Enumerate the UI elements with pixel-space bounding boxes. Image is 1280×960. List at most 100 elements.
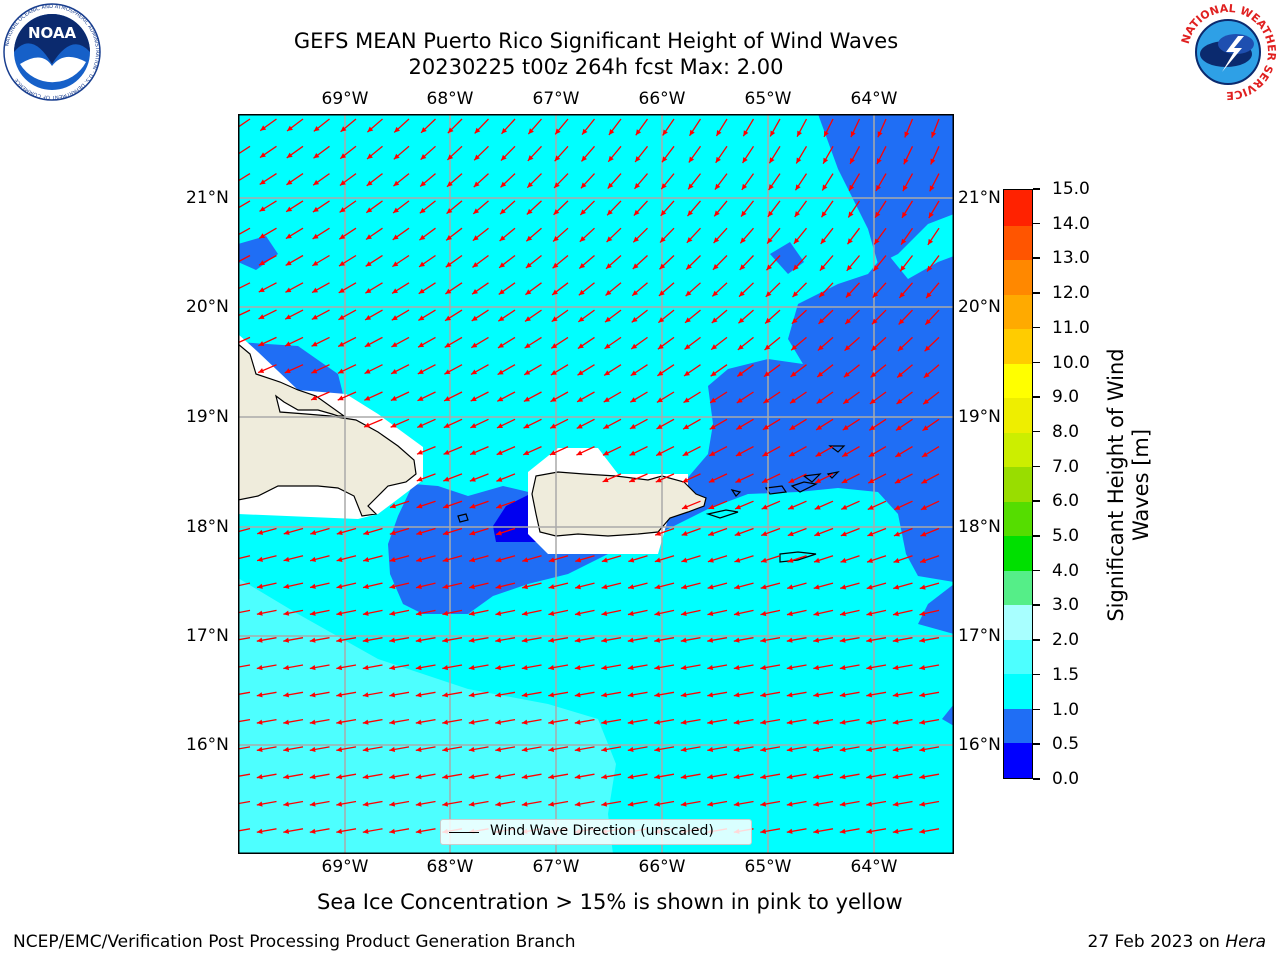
- wind-arrow-head: [656, 397, 663, 403]
- wind-arrow-head: [874, 238, 880, 245]
- wind-arrow-head: [392, 288, 399, 294]
- wind-arrow: [238, 227, 251, 236]
- wind-arrow-head: [472, 235, 479, 241]
- wind-arrow-head: [474, 154, 480, 161]
- wind-arrow-head: [848, 211, 854, 218]
- wind-arrow-head: [841, 478, 848, 483]
- wind-arrow-head: [627, 664, 634, 671]
- wind-arrow-head: [656, 450, 663, 456]
- wind-arrow-head: [336, 801, 343, 807]
- wind-arrow-head: [550, 396, 557, 402]
- wind-arrow-head: [761, 477, 768, 483]
- wind-arrow-head: [577, 370, 584, 376]
- wind-arrow-head: [660, 210, 667, 216]
- wind-arrow-head: [581, 155, 587, 162]
- wind-arrow-head: [497, 396, 504, 402]
- colorbar-segment: [1004, 397, 1032, 433]
- wind-arrow-head: [924, 345, 931, 352]
- wind-arrow-head: [284, 341, 291, 347]
- wind-arrow-head: [786, 719, 793, 725]
- wind-arrow-head: [601, 637, 608, 643]
- wind-arrow-head: [760, 774, 767, 780]
- wind-arrow-head: [815, 478, 822, 483]
- wind-arrow-head: [736, 397, 743, 403]
- wind-arrow: [238, 746, 251, 750]
- wind-arrow-head: [628, 557, 635, 563]
- wind-arrow-head: [658, 290, 665, 296]
- wind-arrow-head: [442, 719, 449, 725]
- lat-label-right: 17°N: [958, 626, 1001, 646]
- wind-arrow-head: [338, 287, 345, 293]
- wind-arrow-head: [763, 371, 770, 377]
- wind-arrow-head: [336, 637, 343, 643]
- wind-arrow-head: [468, 719, 475, 725]
- wind-arrow-head: [920, 531, 927, 537]
- wind-arrow-head: [765, 317, 771, 324]
- wind-arrow-head: [867, 504, 874, 510]
- wind-arrow-head: [258, 314, 265, 319]
- wind-arrow-head: [707, 584, 714, 590]
- wind-arrow-head: [870, 371, 877, 378]
- wind-arrow-head: [445, 288, 452, 294]
- wind-arrow: [238, 582, 251, 587]
- wind-arrow-head: [362, 610, 369, 616]
- wind-arrow-head: [551, 343, 558, 349]
- wind-arrow-head: [577, 343, 584, 349]
- wind-arrow-head: [892, 719, 899, 725]
- wind-arrow-head: [868, 451, 875, 457]
- wind-arrow-head: [580, 209, 587, 216]
- wind-arrow-head: [550, 423, 557, 429]
- wind-arrow-head: [337, 395, 344, 401]
- wind-arrow-head: [389, 664, 396, 671]
- wind-arrow-head: [555, 128, 561, 135]
- lon-label-bottom: 69°W: [321, 857, 369, 877]
- wind-arrow-head: [842, 425, 849, 431]
- wind-arrow-head: [903, 158, 909, 165]
- colorbar-tick: [1033, 604, 1040, 606]
- wind-arrow-head: [336, 583, 343, 589]
- wind-arrow-head: [871, 318, 878, 325]
- wind-arrow-head: [923, 398, 930, 405]
- wind-arrow-head: [495, 719, 502, 725]
- wind-arrow-head: [442, 801, 449, 807]
- wind-arrow-head: [257, 556, 263, 562]
- wind-arrow-head: [364, 341, 371, 347]
- wind-arrow-head: [339, 207, 346, 213]
- wind-arrow-head: [711, 317, 718, 324]
- wind-arrow-head: [897, 372, 903, 378]
- wind-arrow-head: [786, 774, 793, 780]
- culebra-island: [730, 489, 742, 497]
- wind-arrow-head: [580, 182, 587, 189]
- colorbar-tick: [1033, 778, 1040, 780]
- wind-arrow-head: [680, 801, 687, 807]
- wind-arrow-head: [737, 371, 744, 377]
- wind-arrow-head: [495, 801, 502, 807]
- wind-arrow-head: [442, 583, 449, 590]
- wind-arrow-head: [767, 237, 773, 244]
- footer-branch: NCEP/EMC/Verification Post Processing Pr…: [13, 932, 576, 952]
- colorbar-tick-label: 0.5: [1052, 734, 1080, 755]
- wind-arrow-head: [681, 530, 688, 536]
- wind-arrow-head: [474, 127, 481, 134]
- colorbar-segment: [1004, 708, 1032, 744]
- wind-arrow-head: [468, 692, 475, 698]
- wind-arrow-head: [364, 422, 371, 428]
- wind-arrow: [238, 118, 251, 128]
- wind-arrow-head: [736, 424, 743, 430]
- lat-label-right: 19°N: [958, 407, 1001, 427]
- wind-arrow-head: [523, 423, 530, 429]
- wind-arrow-head: [654, 692, 661, 698]
- virgin-island: [790, 481, 818, 493]
- wind-arrow-head: [894, 478, 901, 484]
- wind-arrow-head: [362, 828, 369, 834]
- wind-arrow-head: [919, 584, 926, 590]
- wind-arrow-head: [605, 290, 612, 296]
- wind-arrow-head: [813, 664, 820, 671]
- wind-arrow-head: [365, 315, 372, 320]
- noaa-logo-text: NOAA: [28, 24, 77, 42]
- wind-arrow-head: [500, 181, 507, 188]
- wind-arrow-head: [582, 128, 588, 135]
- wind-arrow-head: [390, 395, 397, 401]
- wind-arrow-head: [497, 369, 504, 375]
- wind-arrow-head: [660, 236, 666, 243]
